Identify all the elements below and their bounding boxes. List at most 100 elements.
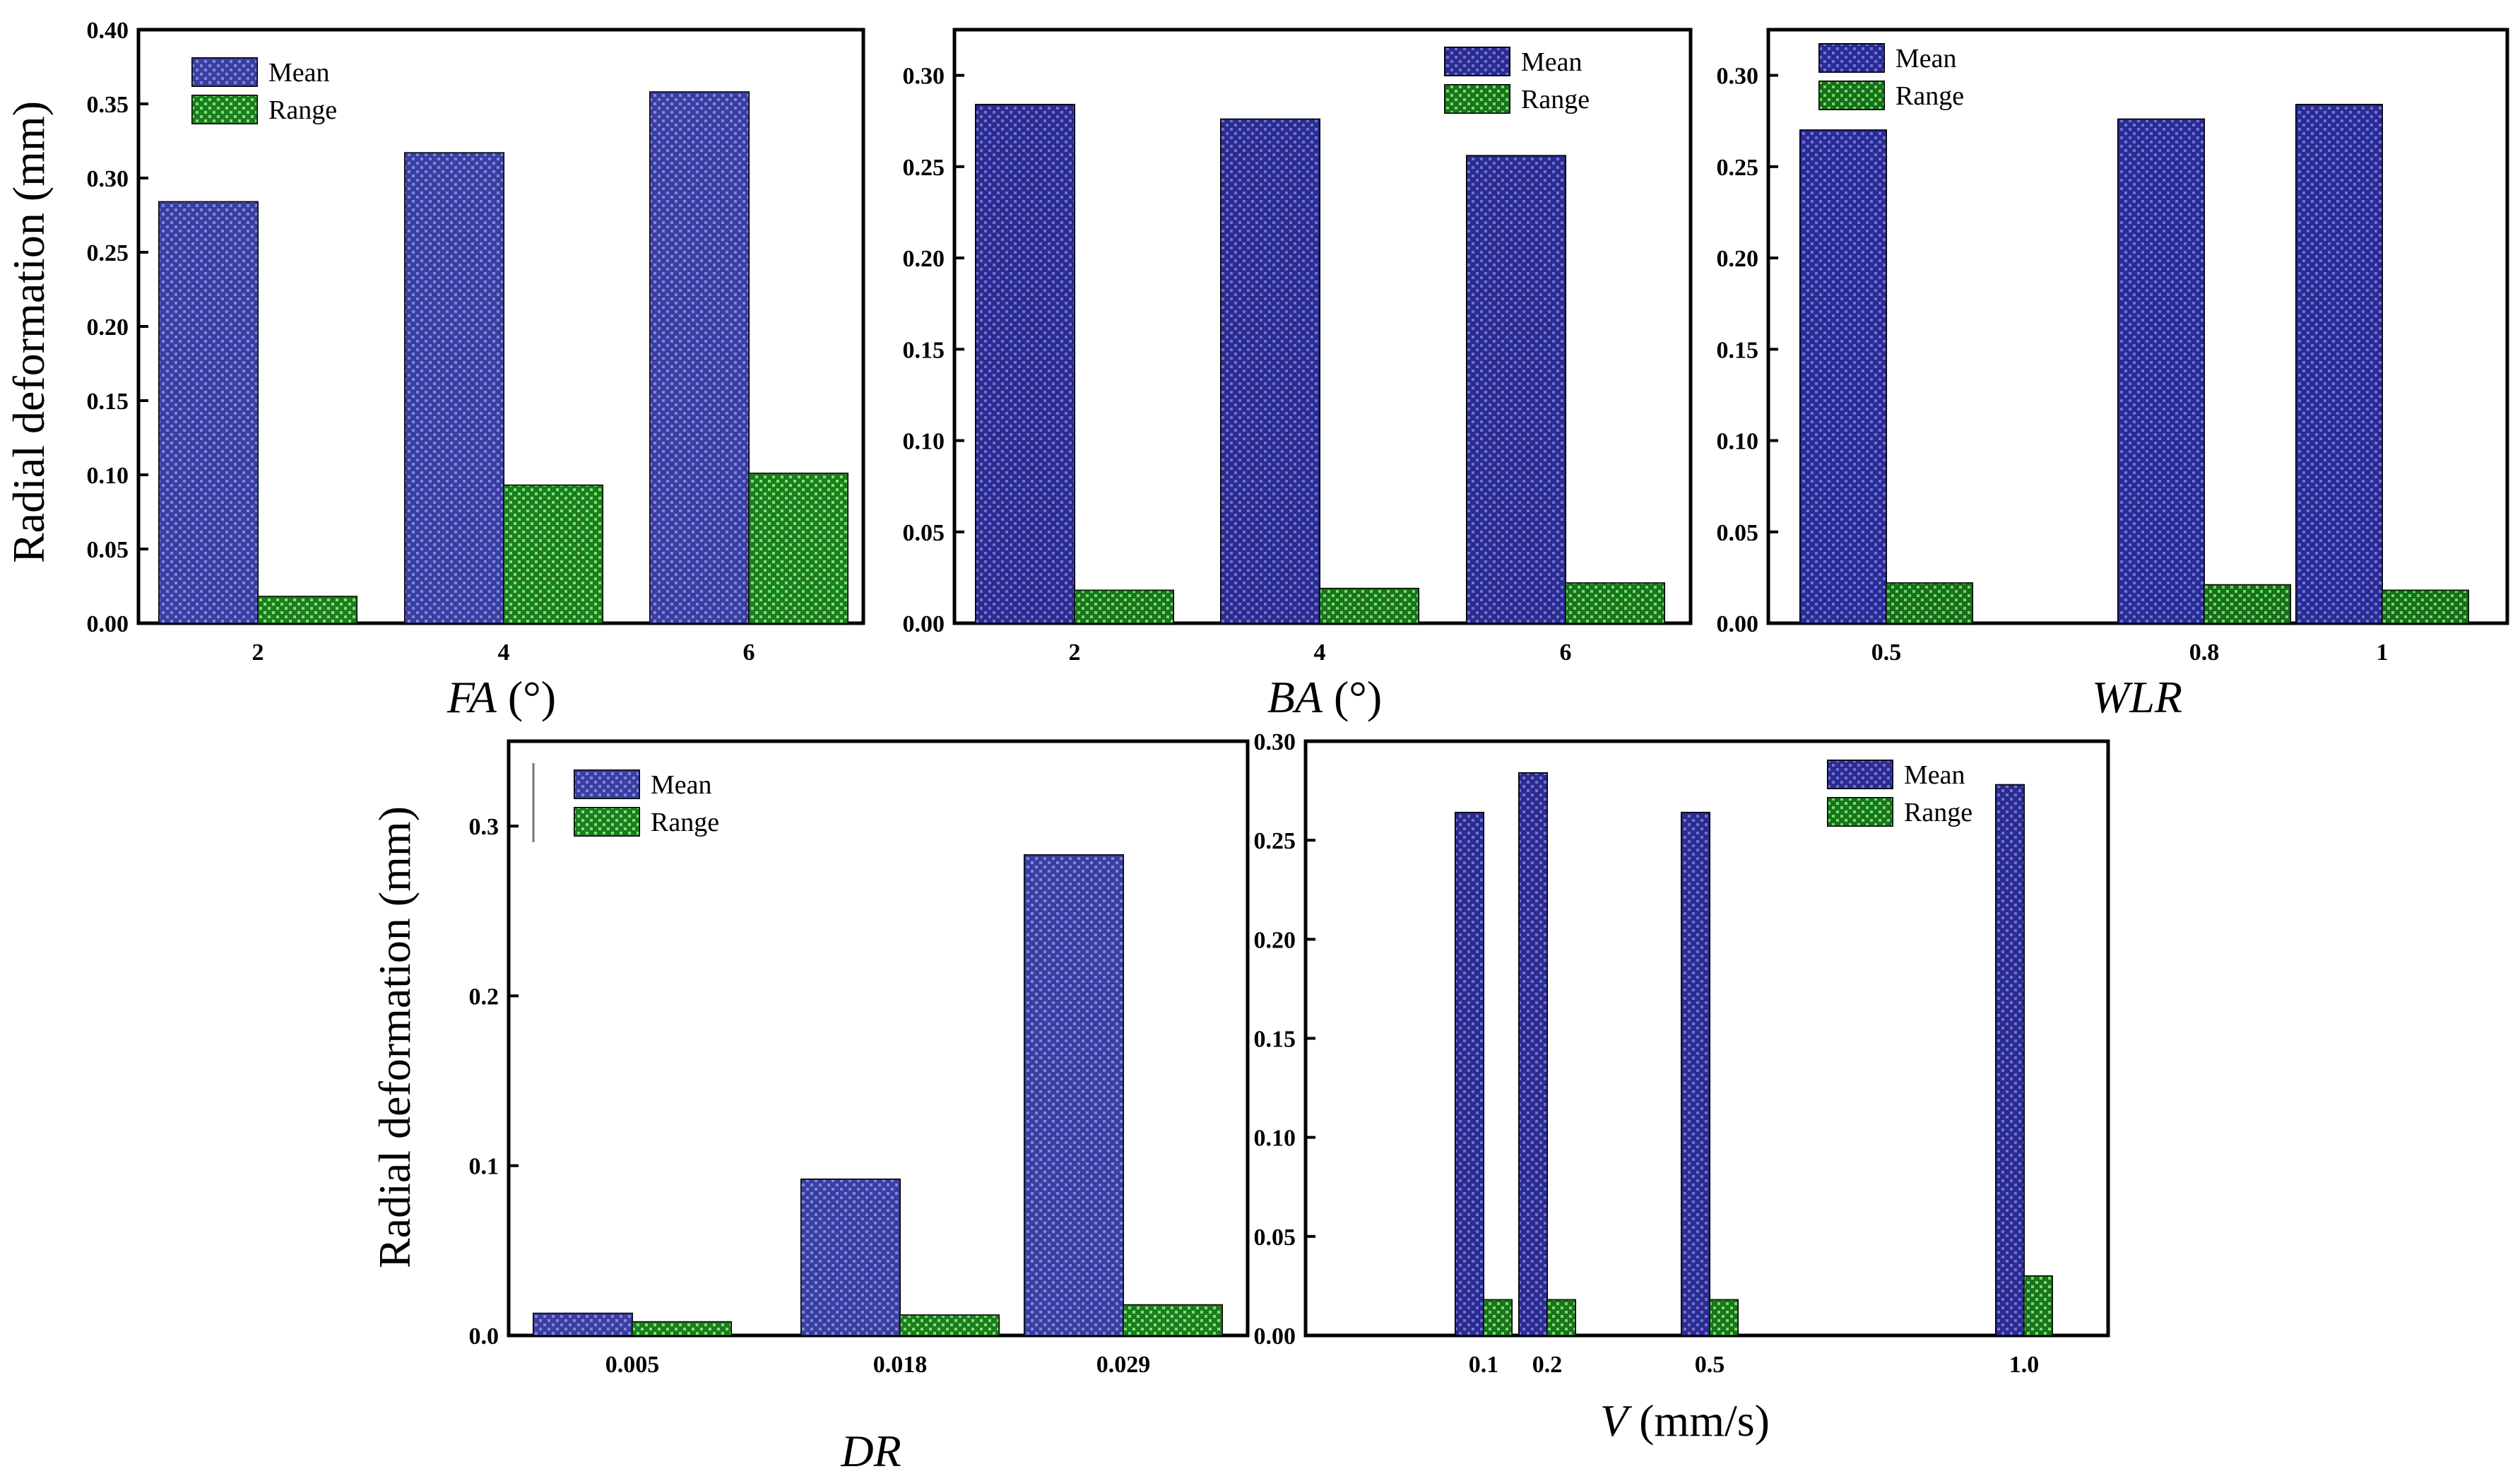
y-tick-label: 0.10: [903, 429, 945, 455]
bar-tint: [2296, 104, 2382, 623]
bar-range: [257, 596, 357, 625]
x-axis-title: BA (°): [1267, 672, 1382, 722]
legend-label-range: Range: [651, 808, 719, 837]
y-tick-label: 0.05: [1717, 520, 1759, 546]
bar-range: [1565, 582, 1665, 625]
bar-range: [2203, 584, 2291, 625]
y-tick-label: 0.20: [1717, 246, 1759, 272]
bar-mean: [1220, 118, 1320, 624]
bar-mean: [533, 1312, 633, 1336]
bar-range: [1709, 1299, 1739, 1337]
x-tick-label: 0.2: [1532, 1352, 1563, 1378]
bar-range: [2382, 589, 2469, 625]
x-tick-label: 6: [1560, 639, 1572, 666]
x-axis-title: DR: [840, 1426, 901, 1476]
x-axis-unit: (°): [1323, 672, 1382, 722]
legend-swatch-tint: [1828, 798, 1893, 826]
y-tick-label: 0.20: [903, 246, 945, 272]
x-tick-label: 1.0: [2009, 1352, 2040, 1378]
legend-swatch-mean: [191, 57, 258, 87]
bar-mean: [975, 103, 1075, 624]
bar-mean: [1995, 784, 2025, 1336]
y-tick-label: 0.00: [903, 611, 945, 637]
legend-label-range: Range: [1521, 85, 1590, 114]
bar-tint: [650, 92, 749, 623]
legend-label-range: Range: [268, 95, 337, 125]
bar-tint: [976, 104, 1075, 623]
legend-swatch-mean: [574, 769, 640, 799]
chart-wlr: 0.00 0.05 0.10 0.15 0.20 0.25 0.30 0.5 0.8 1 Mean R…: [1717, 28, 2509, 722]
bar-tint: [1519, 772, 1547, 1335]
charts-root: 0.00 0.05 0.10 0.15 0.20 0.25 0.30 0.35 0.40 2 4 6 M…: [4, 18, 2509, 1476]
y-tick-label: 0.40: [87, 18, 129, 44]
legend: Mean Range: [1827, 760, 1972, 827]
y-tick-label: 0.20: [87, 314, 129, 341]
bar-tint: [1467, 155, 1566, 624]
y-tick-label: 0.15: [1254, 1027, 1296, 1053]
x-tick-label: 2: [252, 639, 264, 666]
y-tick-label: 0.00: [87, 611, 129, 637]
bar-range: [503, 484, 603, 625]
y-tick-label: 0.1: [469, 1154, 499, 1180]
legend-swatch-tint: [1828, 760, 1893, 789]
legend-swatch-range: [1444, 84, 1510, 114]
x-tick-label: 0.029: [1096, 1352, 1151, 1378]
bar-mean: [158, 201, 259, 625]
bar-range: [1546, 1299, 1576, 1337]
bar-range: [899, 1314, 1000, 1337]
x-axis-variable: V: [1600, 1396, 1633, 1446]
legend-swatch-tint: [574, 770, 639, 798]
legend-swatch-tint: [1819, 44, 1884, 72]
bar-tint: [1123, 1304, 1222, 1335]
x-tick-label: 1: [2377, 639, 2389, 666]
bar-tint: [900, 1315, 999, 1335]
legend-swatch-tint: [1819, 81, 1884, 110]
bar-tint: [159, 201, 258, 624]
x-axis-variable: WLR: [2092, 672, 2182, 722]
legend-label-mean: Mean: [1895, 44, 1957, 73]
y-tick-label: 0.10: [1254, 1126, 1296, 1152]
x-axis-title: WLR: [2092, 672, 2182, 722]
bar-tint: [1320, 588, 1419, 623]
legend-label-range: Range: [1904, 798, 1972, 827]
y-tick-label: 0.20: [1254, 927, 1296, 953]
y-tick-label: 0.25: [1254, 828, 1296, 854]
x-axis-title: V (mm/s): [1600, 1396, 1770, 1446]
bar-mean: [1799, 129, 1887, 624]
legend-swatch-range: [191, 95, 258, 124]
legend-swatch-range: [1827, 797, 1893, 827]
bar-tint: [1800, 130, 1886, 624]
y-tick-label: 0.25: [1717, 155, 1759, 181]
x-tick-label: 0.005: [605, 1352, 660, 1378]
legend-label-mean: Mean: [1521, 47, 1583, 77]
y-tick-label: 0.25: [903, 155, 945, 181]
y-tick-label: 0.10: [87, 463, 129, 489]
bar-range: [1123, 1304, 1223, 1336]
bar-tint: [1221, 119, 1320, 624]
legend-label-range: Range: [1895, 81, 1964, 111]
bar-tint: [1484, 1299, 1512, 1335]
legend: Mean Range: [1444, 47, 1590, 114]
legend-swatch-tint: [1445, 85, 1510, 113]
bar-tint: [1075, 590, 1173, 623]
chart-ba: 0.00 0.05 0.10 0.15 0.20 0.25 0.30 2 4 6 Mean Range…: [903, 28, 1693, 722]
chart-v: 0.00 0.05 0.10 0.15 0.20 0.25 0.30 0.1 0.2 0.5 1.0…: [1254, 729, 2110, 1446]
legend-label-mean: Mean: [1904, 760, 1965, 790]
legend-swatch-mean: [1818, 43, 1885, 73]
x-axis-unit: (°): [497, 672, 556, 722]
x-tick-label: 4: [498, 639, 510, 666]
x-axis-variable: DR: [840, 1426, 901, 1476]
bar-tint: [801, 1179, 900, 1335]
y-tick-label: 0.25: [87, 240, 129, 266]
bar-tint: [749, 473, 848, 623]
bar-range: [1886, 582, 1973, 625]
x-axis-unit: (mm/s): [1628, 1396, 1770, 1446]
y-tick-label: 0.2: [469, 984, 499, 1010]
bar-tint: [2204, 584, 2290, 623]
legend-label-mean: Mean: [651, 770, 712, 800]
bar-mean: [404, 152, 504, 625]
legend-swatch-range: [574, 807, 640, 837]
chart-dr: 0.0 0.1 0.2 0.3 0.005 0.018 0.029 Mean Range DR Ra…: [369, 739, 1250, 1476]
x-axis-variable: FA: [446, 672, 497, 722]
